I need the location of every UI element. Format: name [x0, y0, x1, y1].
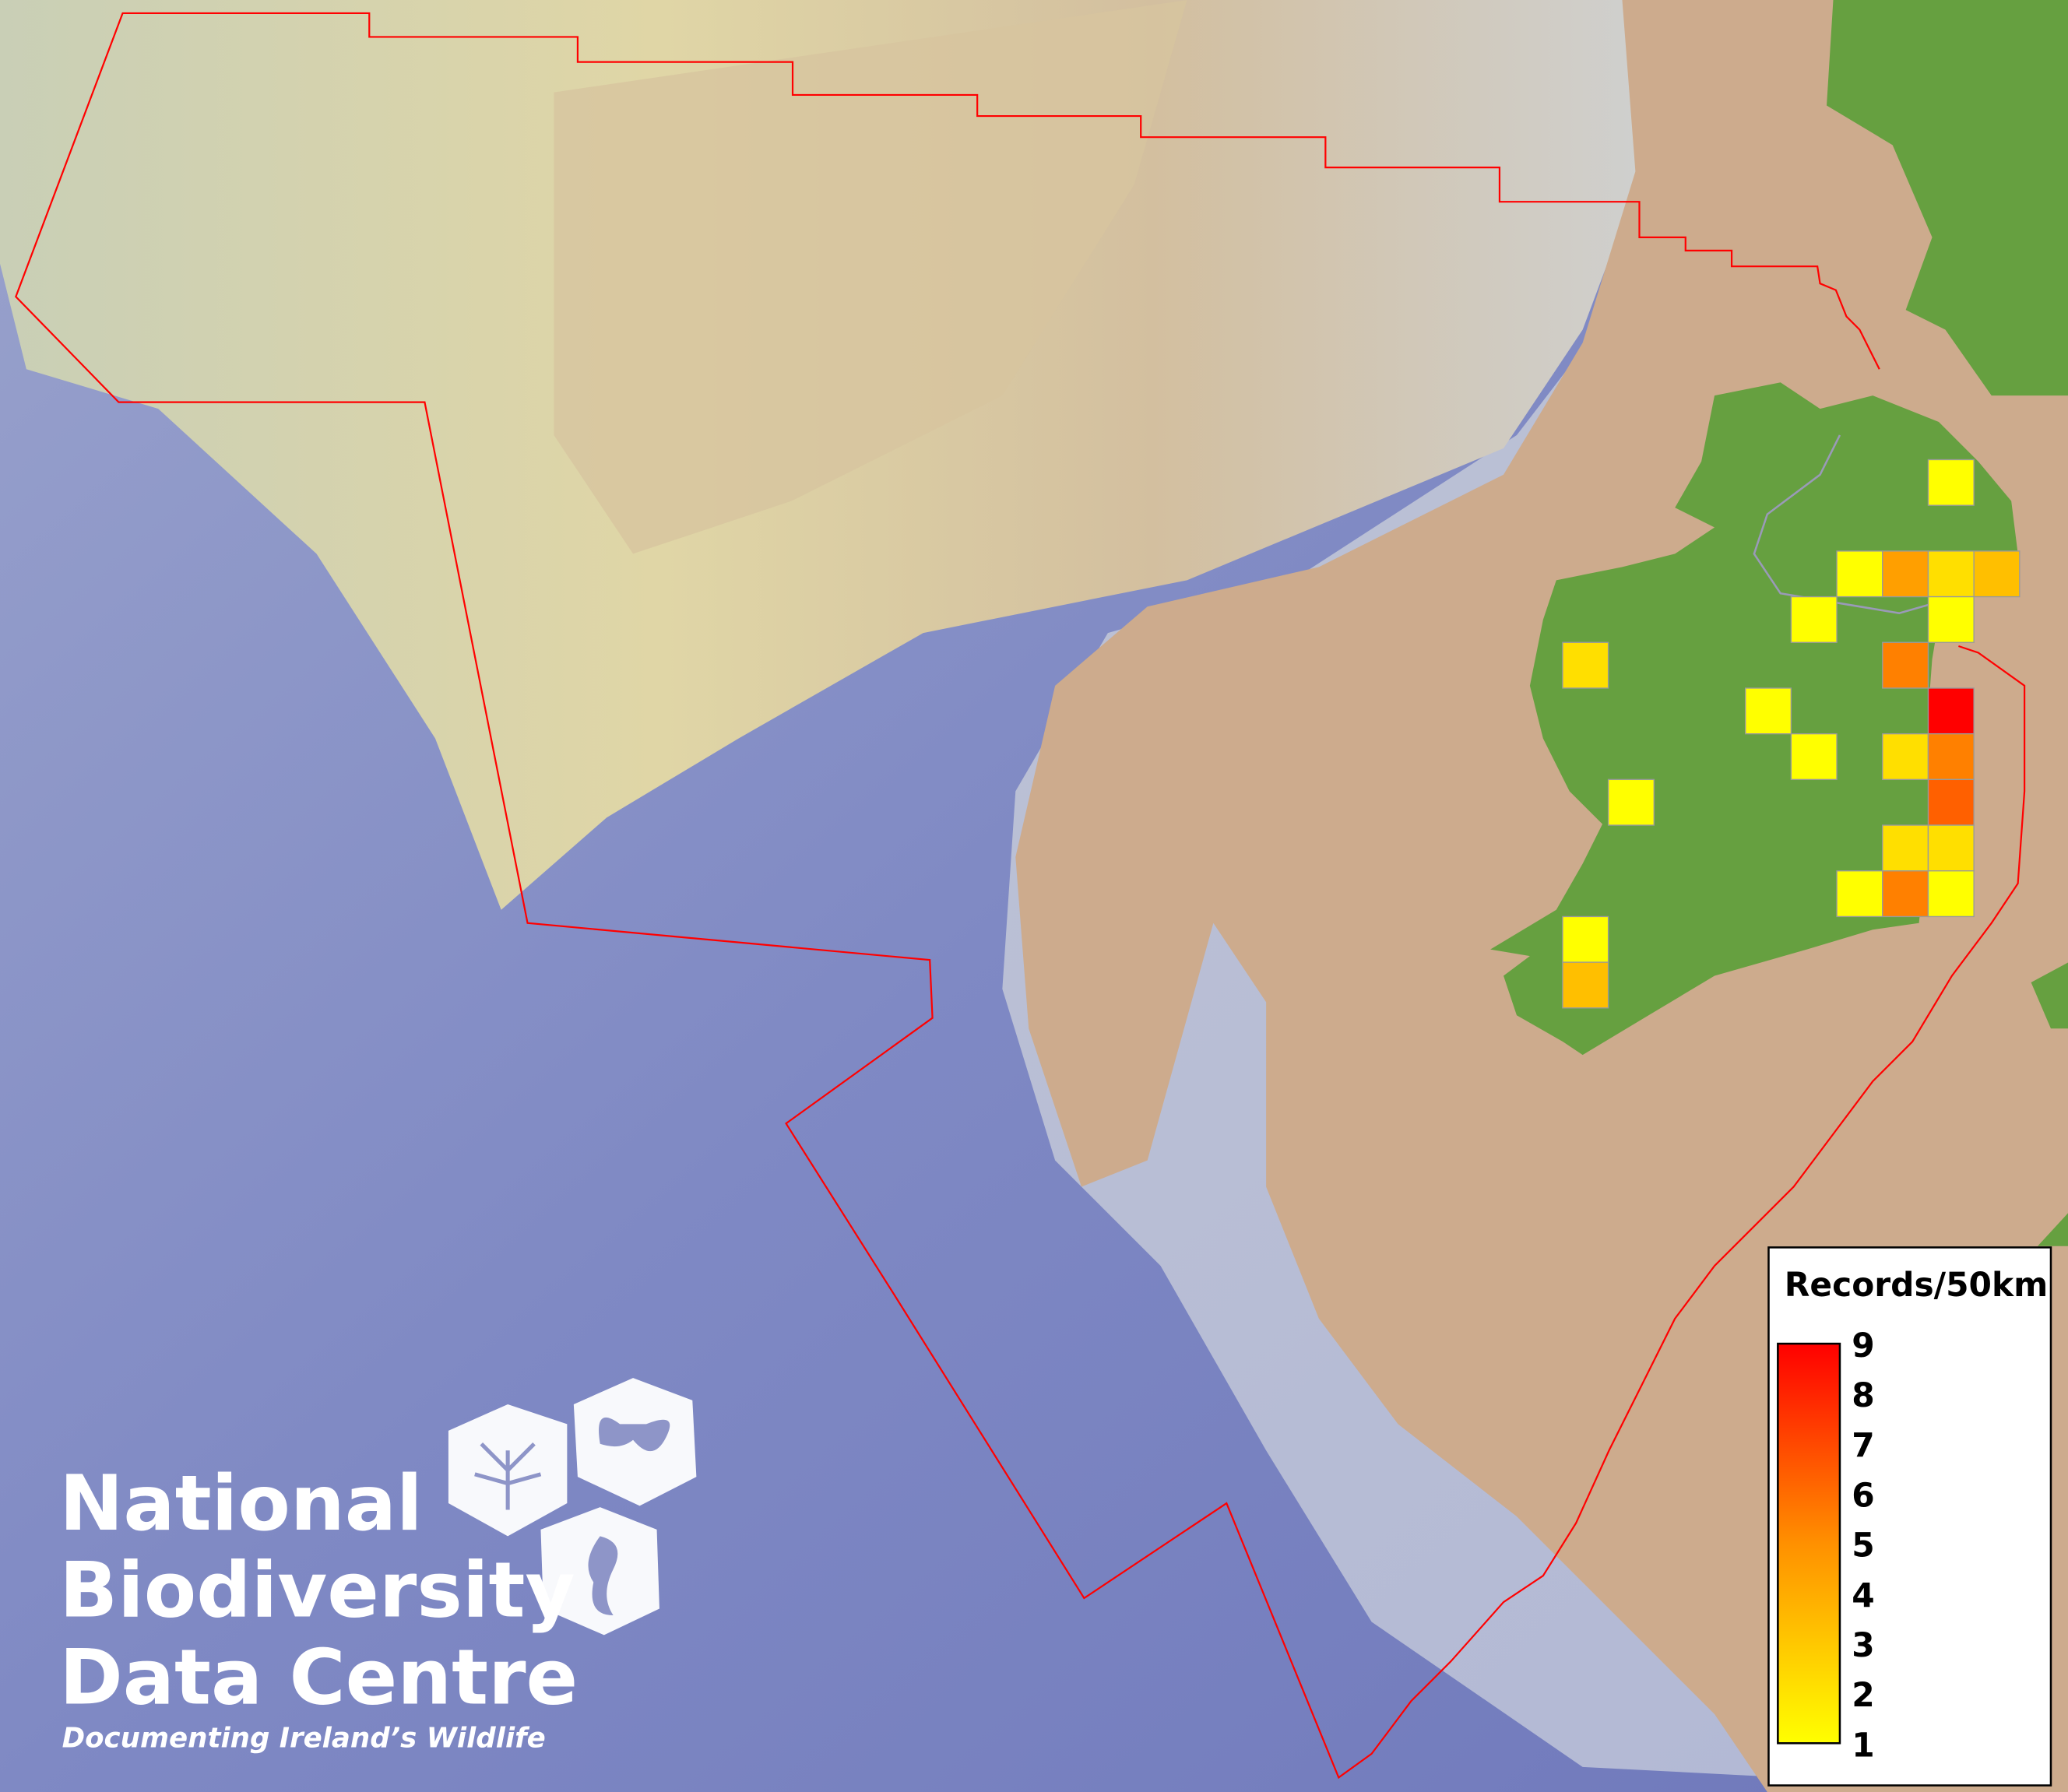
grid-cell[interactable]	[1973, 550, 2021, 598]
grid-cell[interactable]	[1562, 961, 1609, 1009]
northern-ireland-border	[1753, 434, 1946, 614]
grid-cell[interactable]	[1790, 733, 1838, 781]
legend: Records/50km 9 8 7 6 5 4 3 2 1	[1767, 1246, 2052, 1787]
logo-line-2: Biodiversity	[59, 1547, 575, 1636]
grid-cell[interactable]	[1882, 641, 1929, 689]
legend-tick-label: 4	[1852, 1576, 1874, 1615]
cornwall-landmass	[2038, 1213, 2068, 1246]
eez-boundary-line	[15, 12, 2026, 1780]
grid-cell[interactable]	[1882, 870, 1929, 918]
nbdc-logo: National Biodiversity Data Centre Docume…	[59, 1378, 697, 1754]
logo-line-3: Data Centre	[59, 1634, 578, 1723]
grid-cell[interactable]	[1927, 870, 1975, 918]
legend-tick-label: 5	[1852, 1527, 1874, 1565]
grid-cell[interactable]	[1562, 641, 1609, 689]
grid-cell[interactable]	[1836, 870, 1883, 918]
grid-cell[interactable]	[1836, 550, 1883, 598]
logo-line-1: National	[59, 1460, 423, 1548]
grid-cell[interactable]	[1745, 687, 1792, 735]
legend-tick-label: 9	[1852, 1326, 1874, 1365]
grid-cell[interactable]	[1927, 596, 1975, 643]
records-grid	[1562, 459, 2021, 1009]
legend-tick-label: 1	[1852, 1726, 1874, 1764]
grid-cell[interactable]	[1882, 824, 1929, 872]
legend-tick-label: 2	[1852, 1676, 1874, 1714]
wales-landmass	[2031, 962, 2068, 1029]
legend-tick-label: 3	[1852, 1626, 1874, 1664]
grid-cell[interactable]	[1927, 733, 1975, 781]
grid-cell[interactable]	[1927, 778, 1975, 826]
legend-title: Records/50km	[1785, 1266, 2048, 1304]
britain-landmass	[1827, 0, 2068, 396]
grid-cell[interactable]	[1927, 824, 1975, 872]
grid-cell[interactable]	[1562, 915, 1609, 963]
porcupine-bank	[554, 0, 1187, 554]
grid-cell[interactable]	[1927, 459, 1975, 506]
legend-tick-label: 8	[1852, 1376, 1874, 1414]
grid-cell[interactable]	[1607, 778, 1655, 826]
grid-cell[interactable]	[1882, 733, 1929, 781]
grid-cell[interactable]	[1882, 550, 1929, 598]
legend-tick-label: 7	[1852, 1426, 1874, 1464]
grid-cell[interactable]	[1927, 687, 1975, 735]
logo-tagline: Documenting Ireland’s Wildlife	[62, 1722, 546, 1754]
grid-cell[interactable]	[1790, 596, 1838, 643]
grid-cell[interactable]	[1927, 550, 1975, 598]
legend-tick-label: 6	[1852, 1476, 1874, 1514]
legend-colorbar	[1777, 1342, 1841, 1745]
